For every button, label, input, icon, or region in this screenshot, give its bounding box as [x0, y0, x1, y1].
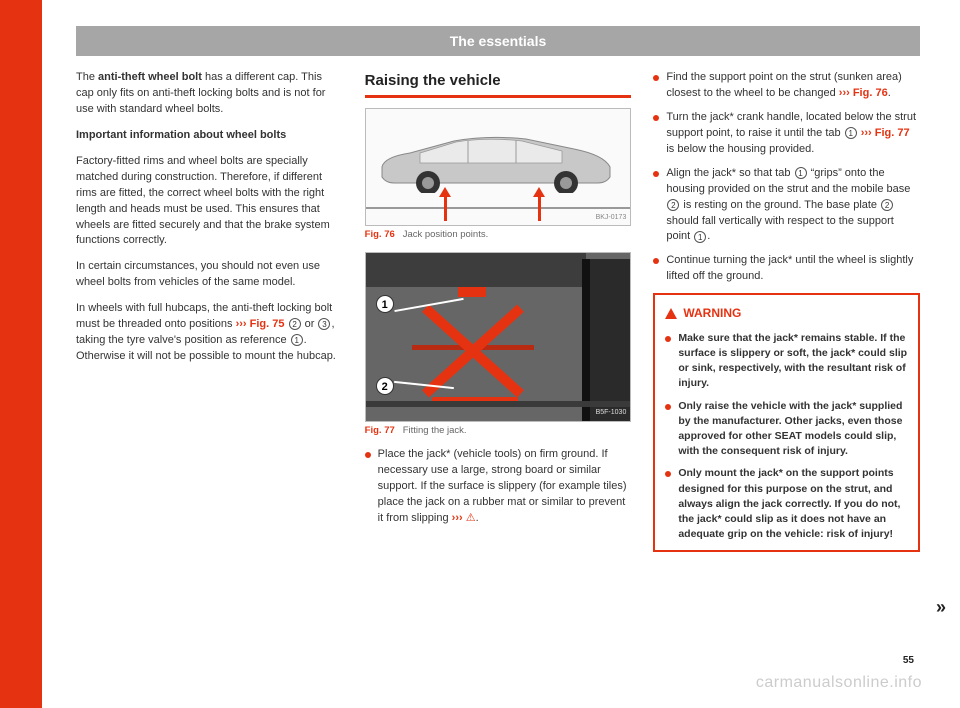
callout-1: 1: [376, 295, 394, 313]
column-1: The anti-theft wheel bolt has a differen…: [76, 70, 343, 688]
crossref: ››› Fig. 77: [861, 127, 910, 139]
crossref: ››› Fig. 75: [236, 318, 285, 330]
callout-circle-2: 2: [667, 199, 679, 211]
callout-2: 2: [376, 377, 394, 395]
warning-item: Only mount the jack* on the support poin…: [665, 466, 908, 542]
bullet-item: Align the jack* so that tab 1 “grips” on…: [653, 166, 920, 246]
car-underbody: [366, 253, 587, 287]
warning-box: WARNING Make sure that the jack* remains…: [653, 293, 920, 552]
bullet-text: Align the jack* so that tab 1 “grips” on…: [666, 166, 920, 246]
crossref: ›››: [452, 512, 463, 524]
warning-icon: ⚠: [466, 512, 476, 524]
callout-circle-2: 2: [289, 318, 301, 330]
bullet-icon: [365, 452, 371, 458]
figure-77-caption: Fig. 77 Fitting the jack.: [365, 424, 632, 438]
figure-caption-text: Fitting the jack.: [403, 425, 467, 436]
para: Factory-fitted rims and wheel bolts are …: [76, 154, 343, 250]
bullet-icon: [665, 471, 671, 477]
bullet-item: Place the jack* (vehicle tools) on firm …: [365, 447, 632, 527]
callout-circle-1: 1: [694, 231, 706, 243]
continued-indicator: »: [936, 597, 946, 618]
jack-top-tab: [458, 287, 486, 297]
bullet-icon: [653, 115, 659, 121]
bullet-text: Place the jack* (vehicle tools) on firm …: [378, 447, 632, 527]
bullet-text: Turn the jack* crank handle, located bel…: [666, 110, 920, 158]
warning-text: Only mount the jack* on the support poin…: [678, 466, 908, 542]
text: The: [76, 71, 98, 83]
page-body: The essentials The anti-theft wheel bolt…: [42, 0, 960, 708]
section-header: The essentials: [76, 26, 920, 56]
para: The anti-theft wheel bolt has a differen…: [76, 70, 343, 118]
text-bold: anti-theft wheel bolt: [98, 71, 202, 83]
figure-77: 1 2 B5F-1030: [365, 252, 632, 422]
figure-76-caption: Fig. 76 Jack position points.: [365, 228, 632, 242]
subheading: Important information about wheel bolts: [76, 128, 343, 144]
jack-point-arrow-front: [444, 195, 447, 221]
warning-heading: WARNING: [665, 305, 908, 322]
ground: [366, 401, 631, 407]
text: Place the jack* (vehicle tools) on firm …: [378, 448, 627, 524]
bullet-item: Turn the jack* crank handle, located bel…: [653, 110, 920, 158]
figure-number: Fig. 76: [365, 229, 395, 240]
para: In certain circumstances, you should not…: [76, 259, 343, 291]
text: or: [302, 318, 318, 330]
left-sidebar: [0, 0, 42, 708]
bullet-text: Continue turning the jack* until the whe…: [666, 253, 920, 285]
figure-code: BKJ-0173: [596, 213, 627, 223]
bullet-icon: [665, 404, 671, 410]
column-3: Find the support point on the strut (sun…: [653, 70, 920, 688]
figure-number: Fig. 77: [365, 425, 395, 436]
text: .: [707, 230, 710, 242]
bullet-icon: [665, 336, 671, 342]
warning-text: Make sure that the jack* remains stable.…: [678, 331, 908, 392]
content-columns: The anti-theft wheel bolt has a differen…: [76, 70, 920, 688]
callout-circle-2: 2: [881, 199, 893, 211]
callout-circle-1: 1: [795, 167, 807, 179]
bullet-text: Find the support point on the strut (sun…: [666, 70, 920, 102]
figure-caption-text: Jack position points.: [403, 229, 489, 240]
bullet-icon: [653, 171, 659, 177]
tire: [582, 259, 630, 421]
warning-item: Only raise the vehicle with the jack* su…: [665, 399, 908, 460]
warning-title: WARNING: [683, 305, 741, 322]
ground-line: [366, 207, 631, 209]
bullet-item: Find the support point on the strut (sun…: [653, 70, 920, 102]
callout-circle-3: 3: [318, 318, 330, 330]
crossref: ››› Fig. 76: [839, 87, 888, 99]
text: is below the housing provided.: [666, 143, 814, 155]
warning-triangle-icon: [665, 308, 677, 319]
car-illustration: [376, 133, 616, 193]
text: .: [888, 87, 891, 99]
figure-code: B5F-1030: [596, 408, 627, 418]
page-number: 55: [903, 655, 914, 666]
jack-point-arrow-rear: [538, 195, 541, 221]
warning-text: Only raise the vehicle with the jack* su…: [678, 399, 908, 460]
warning-item: Make sure that the jack* remains stable.…: [665, 331, 908, 392]
bullet-icon: [653, 258, 659, 264]
section-title: Raising the vehicle: [365, 70, 632, 98]
callout-circle-1: 1: [291, 334, 303, 346]
figure-76: BKJ-0173: [365, 108, 632, 226]
text: Align the jack* so that tab: [666, 167, 793, 179]
watermark: carmanualsonline.info: [756, 674, 922, 692]
bullet-item: Continue turning the jack* until the whe…: [653, 253, 920, 285]
text: .: [476, 512, 479, 524]
bullet-icon: [653, 75, 659, 81]
para: In wheels with full hubcaps, the anti-th…: [76, 301, 343, 365]
text: is resting on the ground. The base plate: [680, 199, 880, 211]
callout-circle-1: 1: [845, 127, 857, 139]
column-2: Raising the vehicle BKJ-0173: [365, 70, 632, 688]
